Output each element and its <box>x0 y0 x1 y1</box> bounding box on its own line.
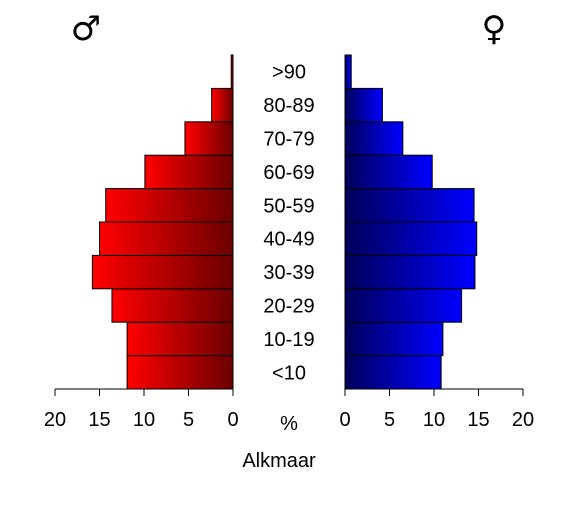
female-tick-label-2: 10 <box>423 409 445 431</box>
female-bar-1 <box>344 321 444 357</box>
male-bar-5 <box>105 188 234 223</box>
percent-unit-label: % <box>280 413 298 435</box>
age-label-4: 40-49 <box>263 229 314 251</box>
female-bar-9 <box>344 54 352 89</box>
male-tick-label-4: 0 <box>227 409 238 431</box>
age-label-8: 80-89 <box>263 95 314 117</box>
age-label-9: >90 <box>272 62 306 84</box>
female-bar-4 <box>344 221 478 256</box>
female-bars <box>344 54 478 390</box>
age-label-5: 50-59 <box>263 195 314 217</box>
male-tick-label-2: 10 <box>133 409 155 431</box>
male-bar-1 <box>126 321 234 357</box>
male-tick-label-1: 15 <box>88 409 110 431</box>
female-tick-label-4: 20 <box>512 409 534 431</box>
female-tick-label-1: 5 <box>384 409 395 431</box>
chart-title: Alkmaar <box>242 450 316 472</box>
female-tick-label-3: 15 <box>467 409 489 431</box>
axes: 20 15 10 5 0 0 5 10 15 20 <box>44 388 534 431</box>
female-bar-5 <box>344 188 475 223</box>
male-bar-7 <box>184 121 234 156</box>
male-bar-8 <box>211 87 234 123</box>
male-bar-6 <box>144 154 234 190</box>
male-bar-9 <box>230 54 234 89</box>
age-label-1: 10-19 <box>263 329 314 351</box>
male-bar-3 <box>91 254 234 290</box>
female-bar-6 <box>344 154 433 190</box>
female-symbol: ♀ <box>482 9 507 49</box>
female-bar-8 <box>344 87 383 123</box>
female-bar-7 <box>344 121 404 156</box>
female-bar-3 <box>344 254 476 290</box>
age-label-0: <10 <box>272 362 306 384</box>
male-bar-0 <box>126 355 234 390</box>
male-bar-4 <box>99 221 234 256</box>
age-label-2: 20-29 <box>263 296 314 318</box>
female-bar-0 <box>344 355 442 390</box>
male-tick-label-0: 20 <box>44 409 66 431</box>
age-label-7: 70-79 <box>263 129 314 151</box>
age-label-3: 30-39 <box>263 262 314 284</box>
male-bar-2 <box>111 288 234 323</box>
male-tick-label-3: 5 <box>183 409 194 431</box>
female-tick-label-0: 0 <box>339 409 350 431</box>
age-group-labels: <10 10-19 20-29 30-39 40-49 50-59 60-69 70-79 80… <box>263 62 314 385</box>
female-bar-2 <box>344 288 463 323</box>
male-symbol: ♂ <box>71 9 101 49</box>
male-bars <box>91 54 234 390</box>
age-label-6: 60-69 <box>263 162 314 184</box>
